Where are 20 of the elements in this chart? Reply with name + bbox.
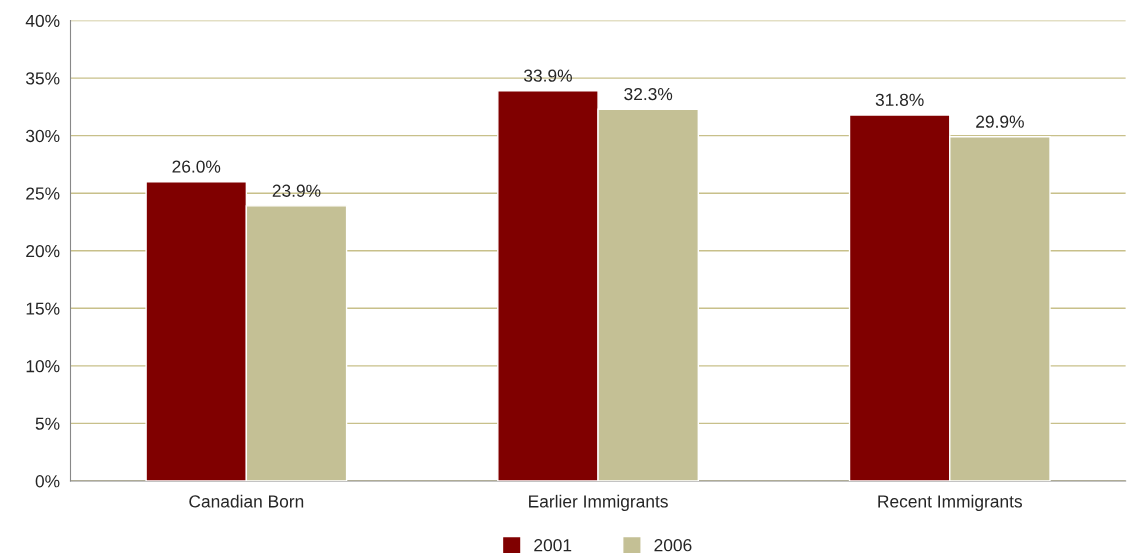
y-tick-label: 25% (26, 187, 60, 200)
y-tick-label: 15% (26, 302, 60, 315)
y-tick-label: 35% (25, 72, 60, 85)
y-tick-label: 40% (25, 14, 60, 28)
legend-label: 2001 (534, 539, 572, 552)
y-tick-label: 20% (26, 244, 60, 258)
legend-label: 2006 (654, 539, 692, 552)
data-label: 26.0% (172, 160, 221, 173)
data-label: 31.8% (875, 93, 924, 106)
y-tick-label: 5% (35, 417, 60, 430)
y-tick-label: 10% (26, 360, 60, 373)
x-tick-label: Recent Immigrants (878, 494, 1022, 512)
data-label: 32.3% (624, 87, 673, 101)
data-label: 33.9% (523, 69, 572, 82)
y-tick-label: 0% (35, 475, 60, 488)
x-tick-label: Canadian Born (189, 494, 304, 508)
y-tick-label: 30% (25, 129, 60, 143)
data-label: 23.9% (272, 184, 321, 197)
x-tick-label: Earlier Immigrants (529, 494, 668, 512)
data-label: 29.9% (976, 115, 1024, 128)
